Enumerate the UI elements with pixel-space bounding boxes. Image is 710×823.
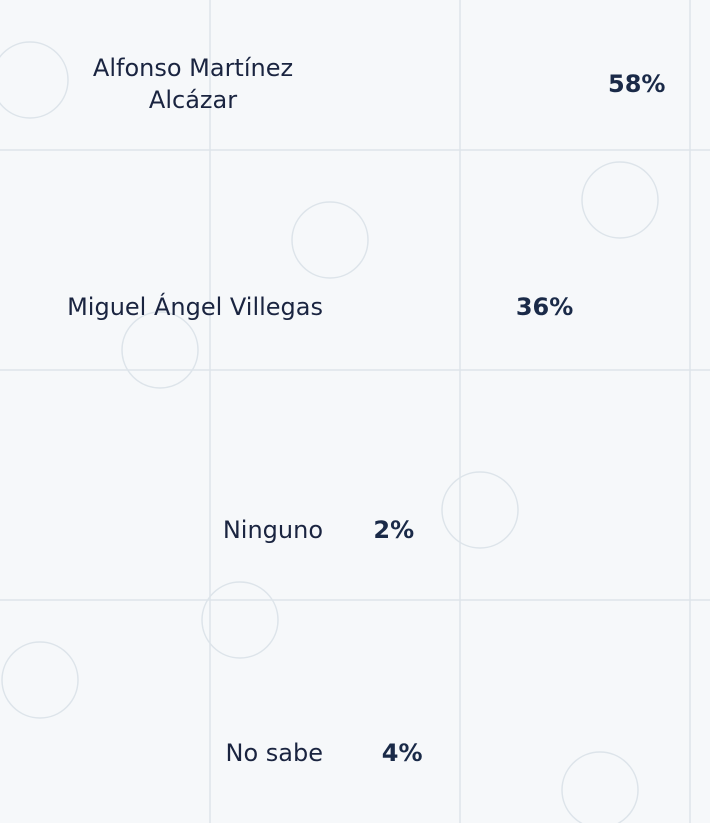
category-label: Alfonso Martínez Alcázar [92,53,294,114]
value-label: 2% [373,515,415,544]
category-label-box: Alfonso Martínez Alcázar [23,52,323,116]
category-label-box: Ninguno [23,514,323,546]
value-label: 36% [515,292,574,321]
category-label-box: No sabe [23,737,323,769]
category-label: Miguel Ángel Villegas [67,292,323,321]
category-label: No sabe [225,738,323,767]
category-label-box: Miguel Ángel Villegas [23,291,323,323]
value-label: 58% [608,69,666,98]
category-label: Ninguno [222,515,323,544]
value-label: 4% [381,738,423,767]
